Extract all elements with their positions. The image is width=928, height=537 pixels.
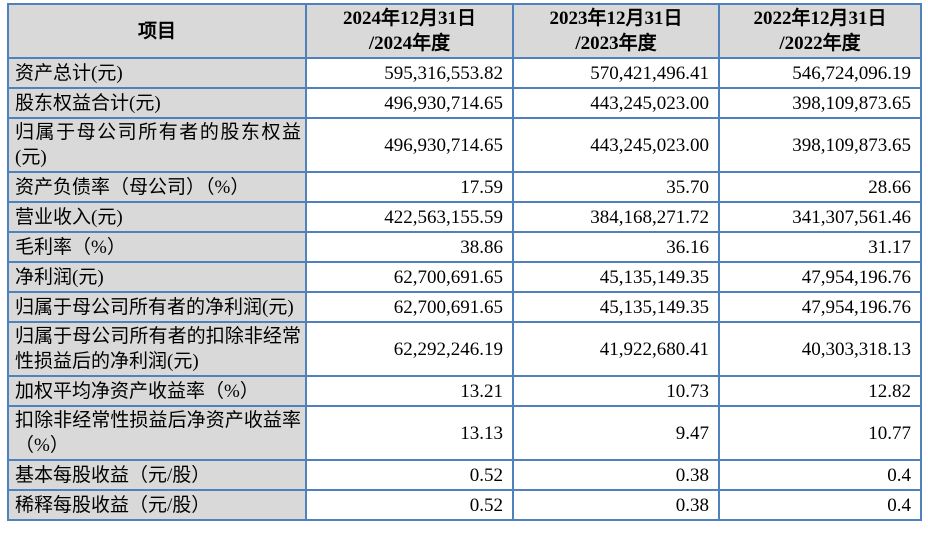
table-row: 稀释每股收益（元/股） 0.52 0.38 0.4 bbox=[7, 489, 922, 521]
value-cell: 0.52 bbox=[305, 459, 514, 491]
value-cell: 398,109,873.65 bbox=[718, 117, 922, 173]
value-cell: 62,292,246.19 bbox=[305, 321, 514, 377]
value-cell: 341,307,561.46 bbox=[718, 201, 922, 233]
value-cell: 47,954,196.76 bbox=[718, 261, 922, 293]
item-cell: 营业收入(元) bbox=[7, 201, 307, 233]
value-cell: 47,954,196.76 bbox=[718, 291, 922, 323]
item-cell: 稀释每股收益（元/股） bbox=[7, 489, 307, 521]
value-cell: 0.4 bbox=[718, 489, 922, 521]
table-row: 归属于母公司所有者的净利润(元) 62,700,691.65 45,135,149.… bbox=[7, 291, 922, 323]
table-row: 归属于母公司所有者的扣除非经常性损益后的净利润(元) 62,292,246.19 4… bbox=[7, 321, 922, 377]
header-period-2024: 2024年12月31日 /2024年度 bbox=[305, 3, 514, 59]
item-cell: 扣除非经常性损益后净资产收益率（%） bbox=[7, 405, 307, 461]
table-row: 资产负债率（母公司）（%） 17.59 35.70 28.66 bbox=[7, 171, 922, 203]
value-cell: 443,245,023.00 bbox=[512, 117, 720, 173]
value-cell: 0.4 bbox=[718, 459, 922, 491]
value-cell: 0.52 bbox=[305, 489, 514, 521]
value-cell: 31.17 bbox=[718, 231, 922, 263]
value-cell: 40,303,318.13 bbox=[718, 321, 922, 377]
item-cell: 资产负债率（母公司）（%） bbox=[7, 171, 307, 203]
table-row: 毛利率（%） 38.86 36.16 31.17 bbox=[7, 231, 922, 263]
value-cell: 0.38 bbox=[512, 489, 720, 521]
value-cell: 546,724,096.19 bbox=[718, 57, 922, 89]
value-cell: 496,930,714.65 bbox=[305, 117, 514, 173]
table-header: 项目 2024年12月31日 /2024年度 2023年12月31日 /2023… bbox=[7, 3, 922, 59]
value-cell: 10.77 bbox=[718, 405, 922, 461]
value-cell: 62,700,691.65 bbox=[305, 261, 514, 293]
item-cell: 毛利率（%） bbox=[7, 231, 307, 263]
table-row: 加权平均净资产收益率（%） 13.21 10.73 12.82 bbox=[7, 375, 922, 407]
value-cell: 41,922,680.41 bbox=[512, 321, 720, 377]
table-row: 净利润(元) 62,700,691.65 45,135,149.35 47,954,1… bbox=[7, 261, 922, 293]
value-cell: 496,930,714.65 bbox=[305, 87, 514, 119]
value-cell: 384,168,271.72 bbox=[512, 201, 720, 233]
item-cell: 资产总计(元) bbox=[7, 57, 307, 89]
value-cell: 398,109,873.65 bbox=[718, 87, 922, 119]
item-cell: 净利润(元) bbox=[7, 261, 307, 293]
header-period-2022: 2022年12月31日 /2022年度 bbox=[718, 3, 922, 59]
value-cell: 10.73 bbox=[512, 375, 720, 407]
value-cell: 422,563,155.59 bbox=[305, 201, 514, 233]
table-row: 营业收入(元) 422,563,155.59 384,168,271.72 341,3… bbox=[7, 201, 922, 233]
value-cell: 0.38 bbox=[512, 459, 720, 491]
value-cell: 45,135,149.35 bbox=[512, 291, 720, 323]
table-row: 归属于母公司所有者的股东权益(元) 496,930,714.65 443,245,0… bbox=[7, 117, 922, 173]
item-cell: 股东权益合计(元) bbox=[7, 87, 307, 119]
value-cell: 12.82 bbox=[718, 375, 922, 407]
item-cell: 加权平均净资产收益率（%） bbox=[7, 375, 307, 407]
header-row: 项目 2024年12月31日 /2024年度 2023年12月31日 /2023… bbox=[7, 3, 922, 59]
value-cell: 13.13 bbox=[305, 405, 514, 461]
financial-summary-table: 项目 2024年12月31日 /2024年度 2023年12月31日 /2023… bbox=[7, 3, 922, 521]
value-cell: 36.16 bbox=[512, 231, 720, 263]
item-cell: 归属于母公司所有者的净利润(元) bbox=[7, 291, 307, 323]
value-cell: 28.66 bbox=[718, 171, 922, 203]
header-item-column: 项目 bbox=[7, 3, 307, 59]
value-cell: 45,135,149.35 bbox=[512, 261, 720, 293]
value-cell: 38.86 bbox=[305, 231, 514, 263]
table-row: 股东权益合计(元) 496,930,714.65 443,245,023.00 398… bbox=[7, 87, 922, 119]
item-cell: 基本每股收益（元/股） bbox=[7, 459, 307, 491]
table-row: 扣除非经常性损益后净资产收益率（%） 13.13 9.47 10.77 bbox=[7, 405, 922, 461]
item-cell: 归属于母公司所有者的扣除非经常性损益后的净利润(元) bbox=[7, 321, 307, 377]
value-cell: 13.21 bbox=[305, 375, 514, 407]
value-cell: 9.47 bbox=[512, 405, 720, 461]
item-cell: 归属于母公司所有者的股东权益(元) bbox=[7, 117, 307, 173]
table-row: 资产总计(元) 595,316,553.82 570,421,496.41 546,7… bbox=[7, 57, 922, 89]
value-cell: 570,421,496.41 bbox=[512, 57, 720, 89]
table-body: 资产总计(元) 595,316,553.82 570,421,496.41 546,7… bbox=[7, 57, 922, 521]
value-cell: 35.70 bbox=[512, 171, 720, 203]
value-cell: 595,316,553.82 bbox=[305, 57, 514, 89]
value-cell: 17.59 bbox=[305, 171, 514, 203]
value-cell: 62,700,691.65 bbox=[305, 291, 514, 323]
value-cell: 443,245,023.00 bbox=[512, 87, 720, 119]
table-row: 基本每股收益（元/股） 0.52 0.38 0.4 bbox=[7, 459, 922, 491]
header-period-2023: 2023年12月31日 /2023年度 bbox=[512, 3, 720, 59]
